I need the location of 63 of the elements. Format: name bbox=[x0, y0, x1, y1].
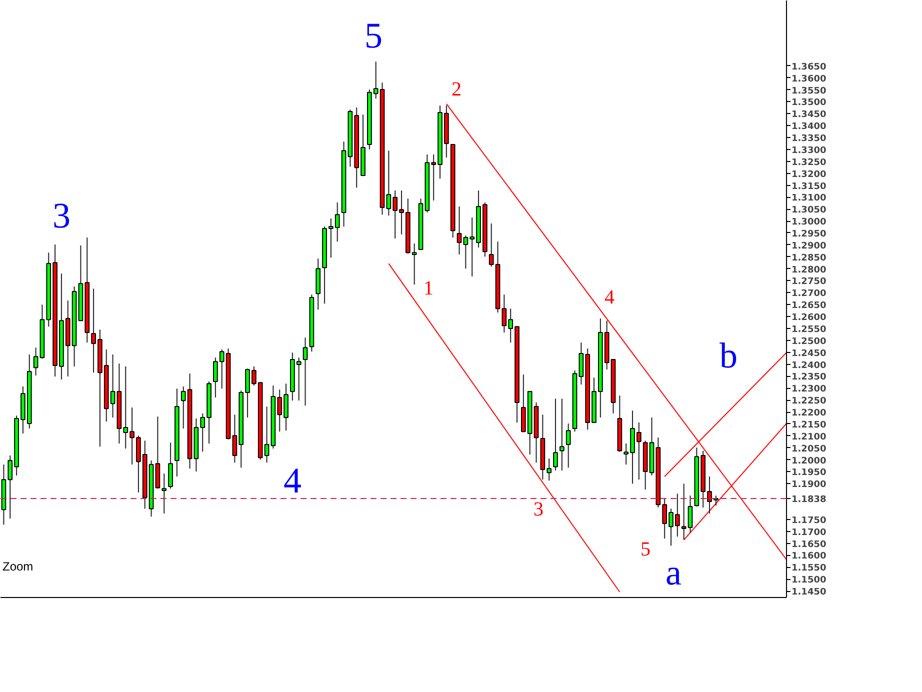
annotation: b bbox=[720, 336, 738, 376]
y-tick-label: 1.3050 bbox=[792, 206, 826, 216]
y-tick-label: 1.2550 bbox=[792, 324, 826, 335]
y-tick-label: 1.2650 bbox=[792, 301, 826, 312]
y-tick-label: 1.2350 bbox=[792, 372, 826, 383]
y-tick-label: 1.2950 bbox=[792, 230, 826, 240]
candlestick bbox=[302, 337, 308, 406]
y-tick-label: 1.1950 bbox=[792, 468, 826, 478]
y-tick-label: 1.3400 bbox=[792, 122, 826, 132]
y-tick-label: 1.2600 bbox=[792, 313, 826, 324]
y-tick-label: 1.2300 bbox=[792, 384, 826, 395]
y-tick-label: 1.2050 bbox=[792, 444, 826, 454]
annotation: a bbox=[666, 552, 682, 592]
candlestick bbox=[168, 442, 173, 490]
y-tick-label: 1.2000 bbox=[792, 456, 826, 466]
y-tick-label: 1.2750 bbox=[792, 277, 826, 288]
y-tick-label: 1.2150 bbox=[792, 420, 826, 430]
candlestick bbox=[33, 347, 38, 376]
y-tick-label: 1.3650 bbox=[792, 62, 826, 72]
candlestick bbox=[560, 398, 564, 472]
y-tick-label: 1.3500 bbox=[792, 98, 826, 108]
y-tick-label: 1.1900 bbox=[792, 480, 826, 490]
y-tick-label: 1.2250 bbox=[792, 396, 826, 407]
y-tick-label: 1.1750 bbox=[792, 516, 826, 526]
y-tick-label: 1.1600 bbox=[792, 552, 826, 562]
y-tick-label: 1.3150 bbox=[792, 182, 826, 192]
y-tick-label: 1.2900 bbox=[792, 241, 826, 252]
annotation: Zoom bbox=[2, 560, 34, 574]
annotation: 3 bbox=[534, 498, 544, 520]
y-tick-label: 1.1500 bbox=[792, 576, 826, 586]
candlestick bbox=[553, 398, 558, 472]
y-tick-label: 1.3550 bbox=[792, 86, 826, 96]
candlestick bbox=[162, 473, 167, 514]
y-tick-label: 1.2100 bbox=[792, 432, 826, 442]
ref-line-label: 1.1838 bbox=[792, 494, 826, 505]
y-tick-label: 1.1450 bbox=[792, 588, 826, 598]
annotation: 4 bbox=[284, 460, 302, 500]
y-tick-label: 1.3200 bbox=[792, 170, 826, 180]
y-tick-label: 1.2800 bbox=[792, 265, 826, 276]
y-tick-label: 1.3450 bbox=[792, 110, 826, 120]
y-tick-label: 1.2500 bbox=[792, 336, 826, 347]
y-tick-label: 1.3000 bbox=[792, 218, 826, 228]
y-tick-label: 1.1650 bbox=[792, 540, 826, 550]
y-tick-label: 1.2450 bbox=[792, 348, 826, 359]
y-tick-label: 1.2700 bbox=[792, 289, 826, 300]
annotation: 4 bbox=[604, 286, 614, 308]
y-tick-label: 1.2850 bbox=[792, 253, 826, 264]
y-tick-label: 1.3250 bbox=[792, 158, 826, 168]
annotation: 5 bbox=[640, 538, 650, 560]
annotation: 5 bbox=[364, 16, 382, 56]
annotation: 2 bbox=[452, 78, 462, 100]
y-tick-label: 1.1550 bbox=[792, 564, 826, 574]
y-tick-label: 1.2200 bbox=[792, 408, 826, 419]
candlestick bbox=[566, 422, 571, 468]
candlestick bbox=[456, 206, 462, 255]
y-tick-label: 1.3300 bbox=[792, 146, 826, 156]
y-tick-label: 1.3350 bbox=[792, 134, 826, 144]
y-tick-label: 1.2400 bbox=[792, 360, 826, 371]
annotation: 1 bbox=[424, 278, 434, 300]
y-tick-label: 1.3600 bbox=[792, 74, 826, 84]
y-tick-label: 1.3100 bbox=[792, 194, 826, 204]
y-tick-label: 1.1700 bbox=[792, 528, 826, 538]
annotation: 3 bbox=[52, 196, 70, 236]
